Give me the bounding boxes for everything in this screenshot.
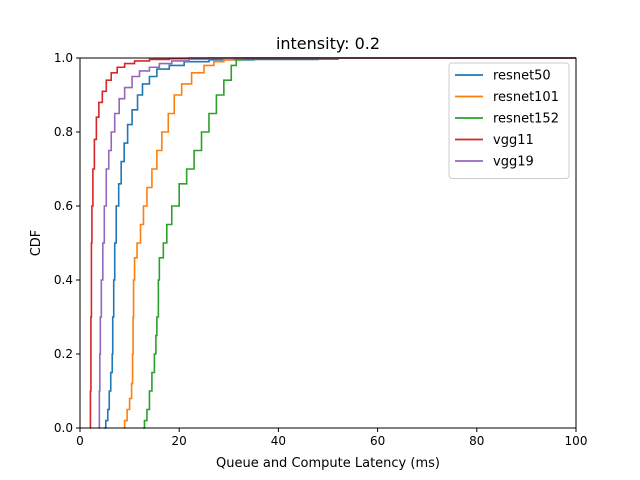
x-tick-label: 0 <box>76 434 84 448</box>
plot-frame <box>79 57 577 429</box>
y-tick-label: 0.0 <box>54 421 73 435</box>
x-axis-label: Queue and Compute Latency (ms) <box>216 456 440 471</box>
x-tick-label: 40 <box>271 434 286 448</box>
y-axis-label: CDF <box>29 230 44 257</box>
x-tick-label: 20 <box>172 434 187 448</box>
legend-label-vgg11: vgg11 <box>493 133 534 148</box>
x-tick-label: 60 <box>370 434 385 448</box>
series-line-resnet101 <box>123 57 576 429</box>
legend: resnet50 resnet101 resnet152 vgg11 vgg19 <box>448 62 570 179</box>
legend-label-resnet152: resnet152 <box>493 112 559 127</box>
y-tick-label: 0.4 <box>54 273 73 287</box>
legend-label-vgg19: vgg19 <box>493 155 534 170</box>
y-tick-label: 0.2 <box>54 347 73 361</box>
y-tick-label: 1.0 <box>54 51 73 65</box>
series-line-vgg11 <box>89 57 576 429</box>
series-line-vgg19 <box>98 57 576 429</box>
x-tick-label: 80 <box>469 434 484 448</box>
y-tick-label: 0.8 <box>54 125 73 139</box>
y-tick-label: 0.6 <box>54 199 73 213</box>
series-lines <box>89 57 576 429</box>
series-line-resnet50 <box>103 57 576 429</box>
legend-label-resnet50: resnet50 <box>493 69 551 84</box>
x-axis: 0 20 40 60 80 100 <box>76 428 587 448</box>
chart-title: intensity: 0.2 <box>276 34 380 53</box>
x-tick-label: 100 <box>565 434 588 448</box>
series-line-resnet152 <box>142 57 576 429</box>
y-axis: 0.0 0.2 0.4 0.6 0.8 1.0 <box>54 51 80 435</box>
legend-box <box>448 62 570 179</box>
legend-label-resnet101: resnet101 <box>493 90 559 105</box>
